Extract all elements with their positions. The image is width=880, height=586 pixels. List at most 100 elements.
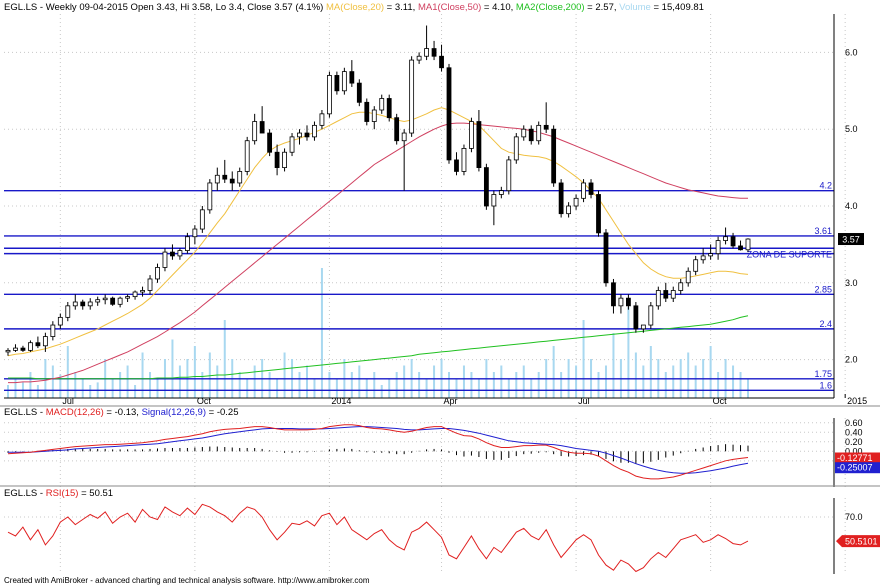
- candle-body: [371, 109, 377, 122]
- candle-body: [469, 121, 474, 149]
- volume-bar: [709, 346, 712, 398]
- candle-body: [199, 209, 205, 230]
- level-label: 1.6: [819, 380, 832, 390]
- ma200-legend: MA2(Close,200): [515, 2, 585, 13]
- volume-bar: [253, 365, 256, 398]
- volume-bar: [51, 365, 54, 398]
- volume-bar: [433, 365, 436, 398]
- candle-body: [633, 305, 639, 330]
- volume-bar: [470, 372, 473, 398]
- candle-body: [708, 253, 714, 257]
- candle-body: [110, 297, 116, 305]
- candle-body: [297, 132, 302, 138]
- volume-bar: [403, 365, 406, 398]
- x-tick-label: 2015: [847, 396, 867, 406]
- volume-bar: [672, 365, 675, 398]
- ma200-legend-value: = 2.57,: [584, 2, 617, 13]
- volume-bar: [492, 372, 495, 398]
- candle-body: [424, 48, 429, 57]
- level-label: 4.2: [819, 181, 832, 191]
- level-label: 3.61: [814, 226, 832, 236]
- signal-last-label: -0.25007: [837, 463, 873, 473]
- y-tick-label: 2.0: [845, 355, 858, 365]
- candle-body: [461, 147, 467, 172]
- volume-bar: [717, 372, 720, 398]
- volume-bar: [59, 374, 62, 398]
- candle-body: [566, 205, 572, 215]
- candle-body: [723, 236, 728, 241]
- price-panel-header: EGL.LS - Weekly 09-04-2015 Open 3.43, Hi…: [4, 2, 704, 13]
- volume-bar: [380, 385, 383, 398]
- candle-body: [184, 236, 190, 251]
- candle-body: [13, 347, 18, 351]
- volume-bar: [156, 378, 159, 398]
- signal-legend: Signal(12,26,9): [141, 407, 206, 418]
- volume-bar: [694, 365, 697, 398]
- volume-bar: [283, 352, 286, 398]
- candle-body: [356, 82, 362, 103]
- volume-bar: [732, 365, 735, 398]
- candle-body: [192, 228, 198, 238]
- candle-body: [476, 121, 482, 168]
- candle-body: [618, 297, 624, 307]
- macd-legend-value: = -0.13,: [103, 407, 142, 418]
- candle-body: [327, 75, 332, 115]
- volume-bar: [134, 385, 137, 398]
- candle-body: [349, 71, 355, 84]
- volume-bar: [388, 378, 391, 398]
- candle-body: [117, 297, 123, 305]
- candle-body: [80, 301, 86, 307]
- volume-bar: [649, 346, 652, 398]
- candle-body: [573, 197, 579, 207]
- candle-body: [685, 270, 691, 284]
- candle-body: [334, 75, 340, 92]
- volume-bar: [201, 372, 204, 398]
- ma50-legend: MA1(Close,50): [417, 2, 482, 13]
- volume-bar: [477, 378, 480, 398]
- volume-bar: [178, 365, 181, 398]
- volume-bar: [552, 346, 555, 398]
- x-tick-label: 2014: [331, 396, 351, 406]
- candle-body: [655, 290, 661, 307]
- volume-bar: [604, 365, 607, 398]
- candle-body: [282, 151, 287, 169]
- macd-y-tick-label: 0.60: [845, 418, 863, 428]
- candle-body: [364, 101, 370, 122]
- x-tick-label: Oct: [713, 396, 728, 406]
- candle-body: [670, 290, 676, 299]
- volume-bar: [560, 372, 563, 398]
- rsi-y-tick-label: 70.0: [845, 512, 863, 522]
- footer-credit: Created with AmiBroker - advanced charti…: [4, 576, 370, 585]
- candle-body: [715, 240, 721, 255]
- candle-body: [102, 297, 108, 301]
- volume-bar: [507, 378, 510, 398]
- volume-bar: [612, 333, 615, 398]
- candle-body: [521, 128, 527, 138]
- candle-body: [551, 128, 557, 184]
- rsi-line: [7, 503, 749, 573]
- volume-legend: Volume: [619, 2, 651, 13]
- candle-body: [95, 299, 101, 303]
- macd-y-tick-label: 0.40: [845, 427, 863, 437]
- candle-body: [386, 98, 392, 119]
- volume-bar: [500, 365, 503, 398]
- candle-body: [35, 342, 41, 347]
- candle-body: [274, 151, 280, 169]
- volume-bar: [582, 320, 585, 398]
- volume-bar: [373, 372, 376, 398]
- candle-body: [207, 182, 213, 211]
- ma20-legend: MA(Close,20): [325, 2, 385, 13]
- volume-bar: [365, 378, 368, 398]
- candle-body: [125, 296, 130, 299]
- candle-body: [57, 316, 63, 326]
- volume-bar: [171, 339, 174, 398]
- candle-body: [498, 190, 504, 195]
- y-tick-label: 3.0: [845, 278, 858, 288]
- volume-bar: [216, 365, 219, 398]
- candle-body: [259, 121, 265, 134]
- ma20-legend-value: = 3.11,: [384, 2, 416, 13]
- candle-body: [341, 71, 347, 92]
- volume-bar: [462, 365, 465, 398]
- volume-bar: [66, 346, 69, 398]
- candle-body: [170, 251, 175, 257]
